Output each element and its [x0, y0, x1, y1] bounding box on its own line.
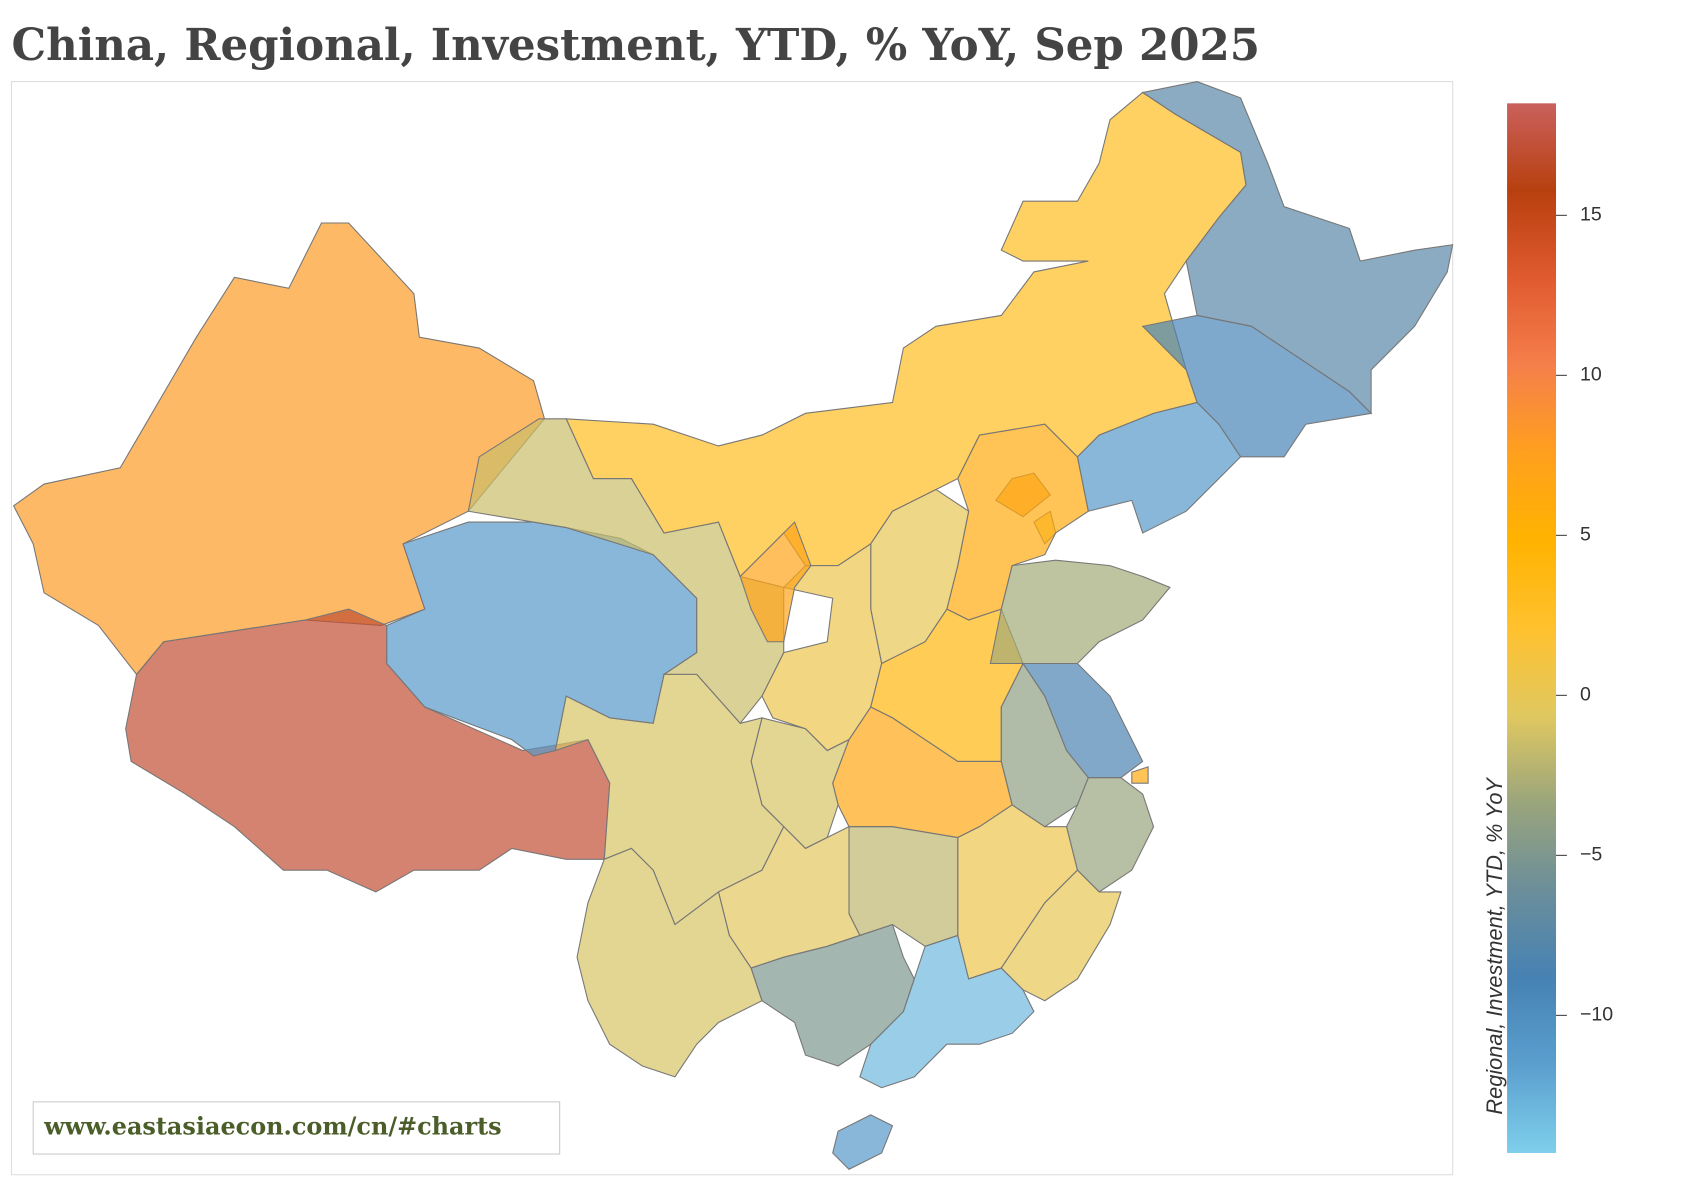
region: [12, 222, 546, 676]
region: [739, 521, 812, 643]
colorbar-tick-label: 10: [1580, 364, 1602, 386]
region: [848, 826, 959, 947]
region: [1000, 869, 1122, 1002]
colorbar-tick-label: 15: [1580, 204, 1602, 226]
chart-title: China, Regional, Investment, YTD, % YoY,…: [11, 20, 1260, 71]
region: [832, 1114, 894, 1170]
region: [989, 559, 1171, 665]
region: [1131, 766, 1149, 784]
map: [12, 81, 1454, 1170]
colorbar-tick-label: 5: [1580, 524, 1591, 546]
colorbar-title: Regional, Investment, YTD, % YoY: [1482, 777, 1507, 1115]
region: [1076, 401, 1242, 534]
source-text: www.eastasiaecon.com/cn/#charts: [43, 1112, 502, 1140]
colorbar: [1507, 103, 1557, 1153]
map-frame: [10, 81, 1454, 1176]
region: [859, 934, 1035, 1089]
region: [576, 847, 763, 1078]
colorbar-tick-label: 0: [1580, 684, 1591, 706]
region: [125, 608, 611, 893]
source-box: [32, 1101, 561, 1155]
region: [1141, 314, 1373, 458]
region: [1141, 81, 1454, 415]
colorbar-tick-label: −10: [1580, 1004, 1613, 1026]
colorbar-tick-label: −5: [1580, 844, 1602, 866]
